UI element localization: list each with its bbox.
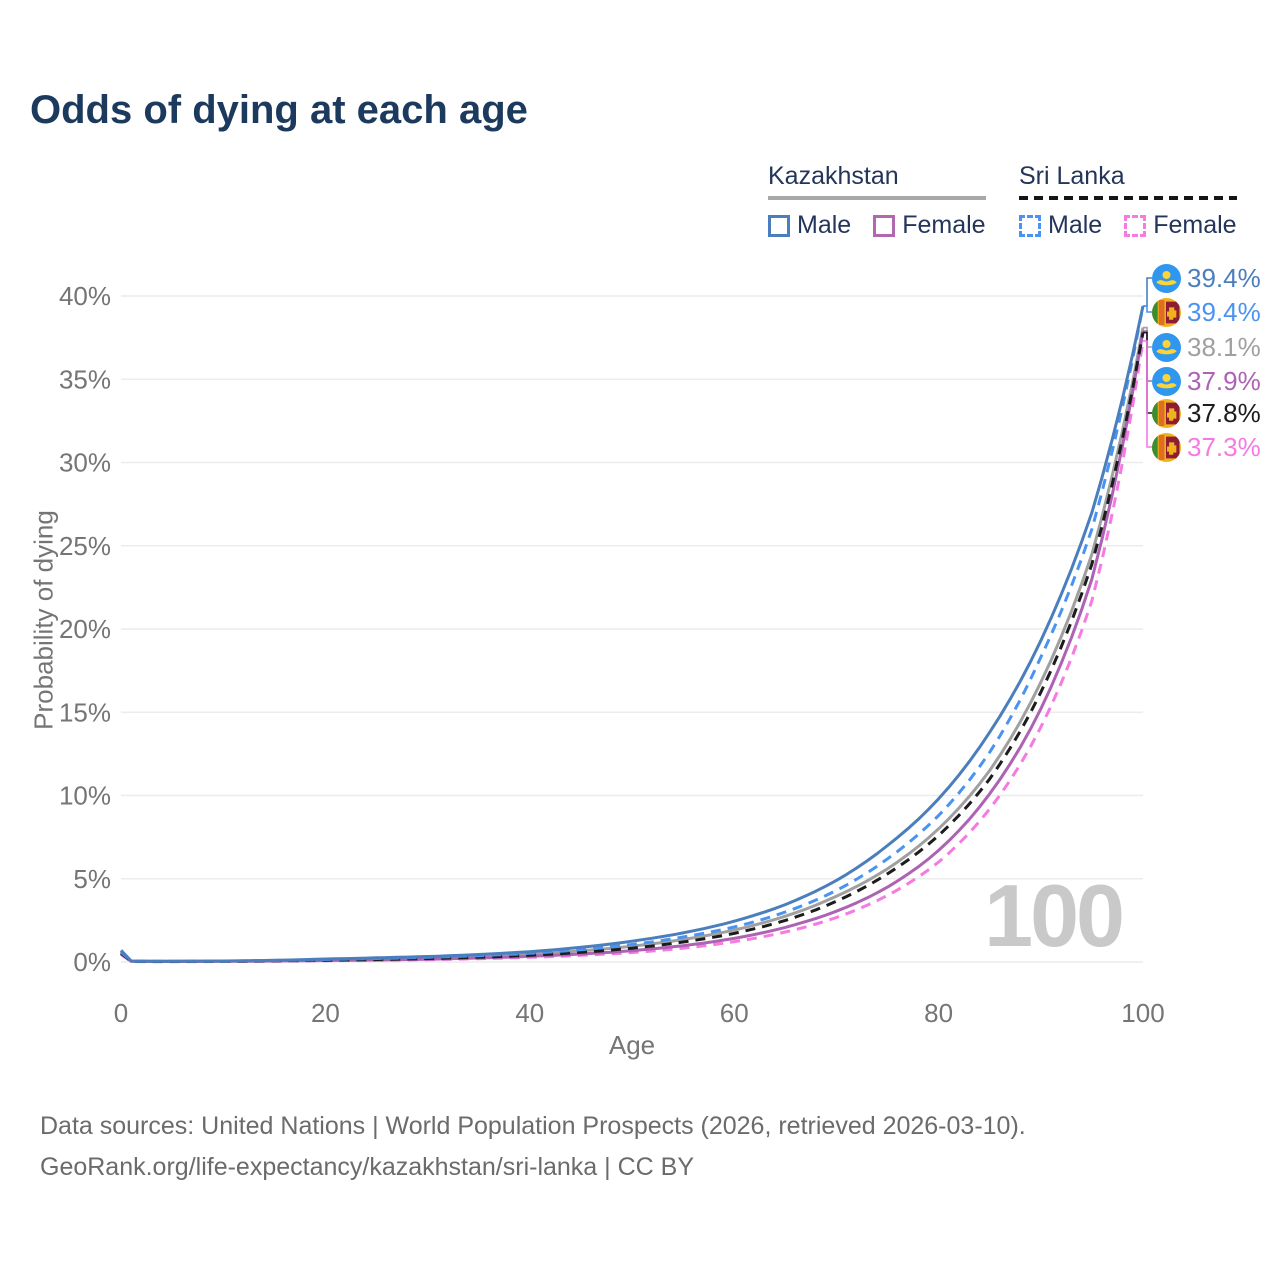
- x-tick-label: 80: [924, 998, 953, 1028]
- end-value: 37.3%: [1187, 431, 1261, 462]
- end-value: 37.9%: [1187, 365, 1261, 396]
- y-tick-label: 35%: [59, 364, 111, 394]
- checkbox-kazakhstan-female[interactable]: [873, 214, 896, 237]
- kazakhstan-flag-icon: [1152, 366, 1181, 396]
- checkbox-sri-lanka-female[interactable]: [1124, 214, 1147, 237]
- y-tick-label: 5%: [73, 864, 111, 894]
- end-label-sri-lanka-male: 39.4%: [1152, 297, 1261, 327]
- leader-line: [1143, 340, 1152, 448]
- end-label-kazakhstan-male: 39.4%: [1152, 263, 1261, 293]
- legend-item-sri-lanka-male[interactable]: Male: [1019, 211, 1102, 240]
- x-axis-title: Age: [608, 1030, 656, 1060]
- leader-line: [1143, 277, 1152, 307]
- legend-underline-sri-lanka-dashed: [1019, 196, 1237, 200]
- page-title: Odds of dying at each age: [30, 88, 528, 132]
- legend-item-sri-lanka-female[interactable]: Female: [1124, 211, 1237, 240]
- sri-lanka-flag-icon: [1152, 432, 1181, 462]
- end-value: 39.4%: [1187, 296, 1261, 327]
- end-value: 37.8%: [1187, 397, 1261, 428]
- legend-underline-kazakhstan-solid: [768, 196, 986, 200]
- series-line-sri-lanka-male: [119, 305, 1145, 963]
- sri-lanka-flag-icon: [1152, 398, 1181, 428]
- leader-line: [1143, 305, 1152, 313]
- kazakhstan-flag-icon: [1152, 263, 1181, 293]
- y-tick-label: 15%: [59, 697, 111, 727]
- age-watermark: 100: [984, 866, 1125, 965]
- x-tick-label: 20: [311, 998, 340, 1028]
- x-tick-label: 40: [515, 998, 544, 1028]
- end-label-kazakhstan-female: 37.9%: [1152, 366, 1261, 396]
- legend-label-kazakhstan-female: Female: [902, 211, 986, 239]
- x-tick-label: 100: [1121, 998, 1164, 1028]
- y-tick-label: 0%: [73, 947, 111, 977]
- legend-label-sri-lanka-male: Male: [1048, 211, 1103, 239]
- x-tick-label: 0: [114, 998, 128, 1028]
- legend-group-sri-lanka: Sri Lanka Male Female: [1019, 162, 1237, 240]
- legend-item-kazakhstan-male[interactable]: Male: [768, 211, 851, 240]
- legend-item-kazakhstan-female[interactable]: Female: [873, 211, 986, 240]
- legend-label-kazakhstan-male: Male: [797, 211, 852, 239]
- kazakhstan-flag-icon: [1152, 332, 1181, 362]
- data-sources-line: Data sources: United Nations | World Pop…: [40, 1112, 1026, 1140]
- sri-lanka-flag-icon: [1152, 297, 1181, 327]
- legend-country-kazakhstan: Kazakhstan: [768, 162, 899, 190]
- legend-country-sri-lanka: Sri Lanka: [1019, 162, 1125, 190]
- x-tick-label: 60: [720, 998, 749, 1028]
- end-label-sri-lanka-female: 37.3%: [1152, 432, 1261, 462]
- end-value: 39.4%: [1187, 262, 1261, 293]
- footer: Data sources: United Nations | World Pop…: [40, 1106, 1026, 1188]
- end-label-sri-lanka-combined: 37.8%: [1152, 398, 1261, 428]
- legend-group-kazakhstan: Kazakhstan Male Female: [768, 162, 986, 240]
- checkbox-sri-lanka-male[interactable]: [1019, 214, 1041, 237]
- y-tick-label: 10%: [59, 781, 111, 811]
- series-line-kazakhstan-male: [119, 305, 1145, 963]
- end-value: 38.1%: [1187, 331, 1261, 362]
- legend-label-sri-lanka-female: Female: [1153, 211, 1237, 239]
- y-tick-label: 25%: [59, 531, 111, 561]
- y-tick-label: 30%: [59, 448, 111, 478]
- end-label-kazakhstan-combined: 38.1%: [1152, 332, 1261, 362]
- y-tick-label: 20%: [59, 614, 111, 644]
- y-tick-label: 40%: [59, 281, 111, 311]
- attribution-line: GeoRank.org/life-expectancy/kazakhstan/s…: [40, 1153, 695, 1181]
- checkbox-kazakhstan-male[interactable]: [768, 214, 790, 237]
